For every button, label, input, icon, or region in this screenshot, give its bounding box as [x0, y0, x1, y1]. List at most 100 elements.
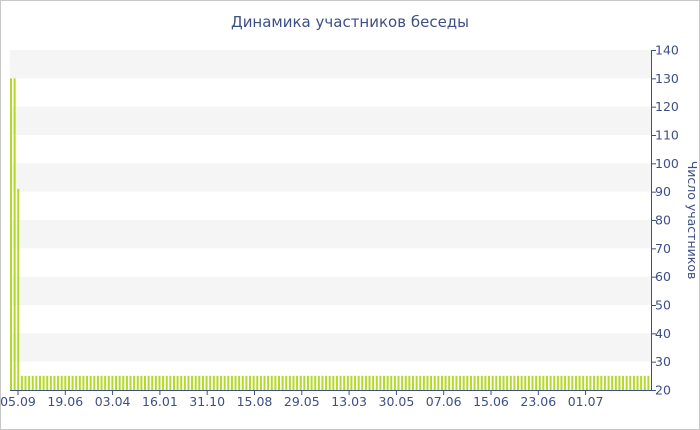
bar: [216, 375, 219, 390]
bar: [375, 375, 378, 390]
bar: [270, 375, 273, 390]
bar: [636, 375, 639, 390]
bar: [303, 375, 306, 390]
bar: [397, 375, 400, 390]
bar: [535, 375, 538, 390]
bar: [46, 375, 49, 390]
bar: [57, 375, 60, 390]
bar: [350, 375, 353, 390]
bar: [252, 375, 255, 390]
bar: [317, 375, 320, 390]
bar: [100, 375, 103, 390]
bar: [328, 375, 331, 390]
y-axis-label: Число участников: [685, 161, 700, 280]
bar: [212, 375, 215, 390]
bar: [267, 375, 270, 390]
bar: [571, 375, 574, 390]
x-tick-label: 30.05: [379, 394, 415, 409]
y-tick-label: 110: [655, 128, 679, 143]
bar: [277, 375, 281, 390]
bar: [498, 375, 501, 390]
bar: [542, 375, 545, 390]
bar: [122, 375, 125, 390]
bar: [238, 375, 241, 390]
bar: [296, 375, 299, 390]
bar: [582, 375, 585, 390]
bar: [140, 375, 143, 390]
bar: [136, 375, 139, 390]
y-tick-label: 120: [655, 99, 679, 114]
bar: [419, 375, 422, 390]
bar: [241, 375, 244, 390]
bar: [60, 375, 63, 390]
bar: [86, 375, 89, 390]
bar: [430, 375, 433, 390]
y-tick-label: 90: [655, 184, 671, 199]
bar: [151, 375, 154, 390]
bar: [480, 375, 483, 390]
bar: [263, 375, 266, 390]
x-tick-label: 23.06: [520, 394, 556, 409]
bar: [96, 375, 99, 390]
bar: [292, 375, 295, 390]
bar: [180, 375, 183, 390]
bar: [20, 375, 23, 390]
bar: [64, 375, 67, 390]
x-tick-label: 05.09: [0, 394, 36, 409]
y-tick-label: 130: [655, 71, 679, 86]
bar: [440, 375, 443, 390]
bar: [459, 375, 462, 390]
x-tick-label: 15.08: [237, 394, 273, 409]
y-tick-label: 60: [655, 269, 671, 284]
bar: [437, 375, 440, 390]
bar: [343, 375, 346, 390]
bar: [209, 375, 212, 390]
bar: [10, 78, 13, 390]
bar: [600, 375, 603, 390]
bar: [143, 375, 147, 390]
bar: [38, 375, 41, 390]
bar: [444, 375, 447, 390]
bar: [560, 375, 563, 390]
bar: [632, 375, 635, 390]
bar: [524, 375, 527, 390]
grid-band: [10, 333, 651, 362]
bar: [549, 375, 552, 390]
x-tick-label: 01.07: [568, 394, 604, 409]
bar: [531, 375, 534, 390]
bar: [17, 188, 20, 390]
bar: [404, 375, 407, 390]
bar: [49, 375, 52, 390]
bar: [339, 375, 342, 390]
bar: [585, 375, 588, 390]
bar: [502, 375, 505, 390]
bar: [281, 375, 284, 390]
bar: [484, 375, 487, 390]
bar: [596, 375, 599, 390]
bar: [556, 375, 559, 390]
bar: [567, 375, 570, 390]
bar: [234, 375, 237, 390]
bar: [75, 375, 78, 390]
grid-band: [10, 220, 651, 249]
bar: [187, 375, 190, 390]
bar: [194, 375, 197, 390]
bar: [172, 375, 175, 390]
bar: [379, 375, 382, 390]
bar: [607, 375, 610, 390]
x-tick-label: 07.06: [426, 394, 462, 409]
bar: [477, 375, 480, 390]
chart-title: Динамика участников беседы: [230, 13, 470, 31]
bar: [603, 375, 606, 390]
grid-band: [10, 50, 651, 79]
bar: [622, 375, 625, 390]
bar: [509, 375, 512, 390]
bar: [191, 375, 194, 390]
bar: [35, 375, 38, 390]
bar: [357, 375, 360, 390]
bar: [495, 375, 498, 390]
bar: [386, 375, 389, 390]
bar: [361, 375, 364, 390]
bar: [230, 375, 233, 390]
bar: [647, 375, 650, 390]
